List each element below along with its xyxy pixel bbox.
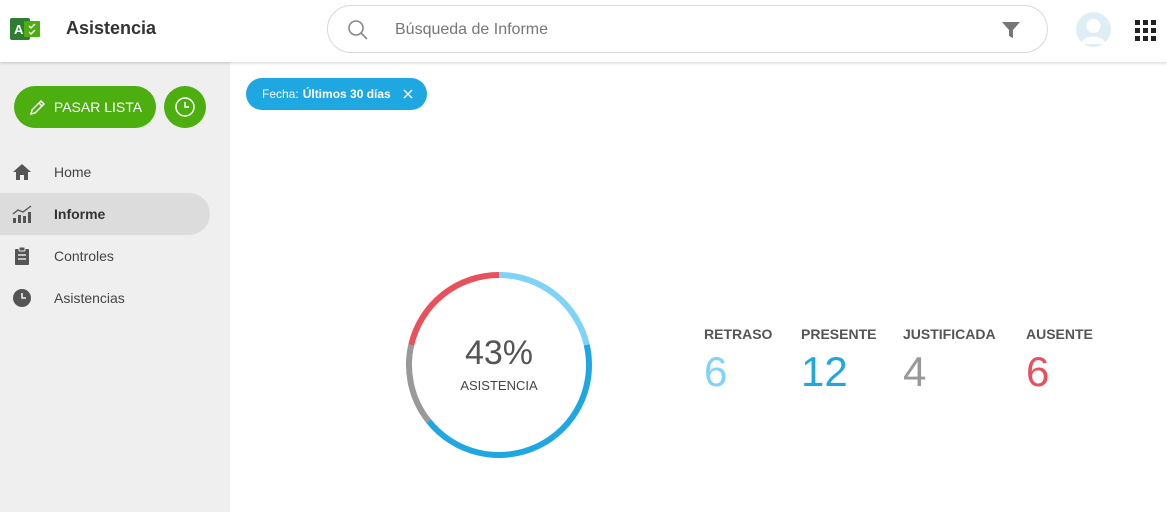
chart-icon: [12, 205, 32, 223]
sidebar-item-controles[interactable]: Controles: [0, 235, 210, 277]
sidebar: PASAR LISTA Home Informe: [0, 62, 230, 512]
sidebar-item-asistencias[interactable]: Asistencias: [0, 277, 210, 319]
app-logo-icon[interactable]: A: [10, 18, 41, 40]
clipboard-icon: [15, 246, 29, 265]
stat-value: 6: [704, 348, 728, 395]
attendance-label: ASISTENCIA: [460, 378, 538, 393]
stat-value: 12: [801, 348, 848, 395]
stat-label: AUSENTE: [1026, 326, 1093, 342]
search-input[interactable]: [395, 18, 975, 42]
attendance-percent: 43%: [464, 334, 534, 372]
home-icon: [13, 164, 31, 180]
search-icon: [348, 20, 368, 40]
stat-label: JUSTIFICADA: [903, 326, 996, 342]
sidebar-item-label: Asistencias: [54, 290, 125, 306]
close-icon[interactable]: [403, 89, 413, 99]
stat-ausente: AUSENTE 6: [1026, 326, 1093, 396]
donut-segment-presente: [426, 344, 592, 458]
donut-segment-ausente: [408, 272, 500, 346]
app-title: Asistencia: [66, 18, 157, 38]
pasar-lista-label: PASAR LISTA: [53, 99, 143, 115]
avatar[interactable]: [1076, 12, 1111, 47]
chip-value: Últimos 30 días: [302, 87, 391, 101]
filter-icon[interactable]: [1000, 19, 1022, 41]
pencil-icon: [29, 99, 45, 116]
chip-label: Fecha:: [262, 87, 299, 101]
date-filter-chip[interactable]: Fecha: Últimos 30 días: [246, 78, 427, 110]
history-button[interactable]: [164, 86, 206, 128]
donut-segment-justificada: [406, 344, 432, 423]
app-header: A Asistencia: [0, 0, 1167, 62]
search-bar: [327, 5, 1048, 53]
clock-icon: [175, 97, 195, 117]
sidebar-item-label: Home: [54, 164, 92, 180]
stat-label: PRESENTE: [801, 326, 877, 342]
logo-letter: A: [14, 22, 24, 37]
sidebar-nav: Home Informe Controles: [0, 151, 230, 319]
stat-justificada: JUSTIFICADA 4: [903, 326, 996, 396]
sidebar-item-home[interactable]: Home: [0, 151, 210, 193]
clock-icon: [13, 289, 31, 307]
stat-presente: PRESENTE 12: [801, 326, 876, 396]
stat-retraso: RETRASO 6: [704, 326, 772, 396]
sidebar-item-label: Informe: [54, 206, 106, 222]
attendance-donut: [406, 272, 592, 458]
donut-segment-retraso: [498, 272, 590, 346]
apps-grid-icon[interactable]: [1135, 20, 1156, 41]
stat-value: 4: [903, 348, 927, 395]
sidebar-item-informe[interactable]: Informe: [0, 193, 210, 235]
sidebar-item-label: Controles: [54, 248, 114, 264]
pasar-lista-button[interactable]: PASAR LISTA: [14, 86, 156, 128]
stat-value: 6: [1026, 348, 1050, 395]
stat-label: RETRASO: [704, 326, 773, 342]
